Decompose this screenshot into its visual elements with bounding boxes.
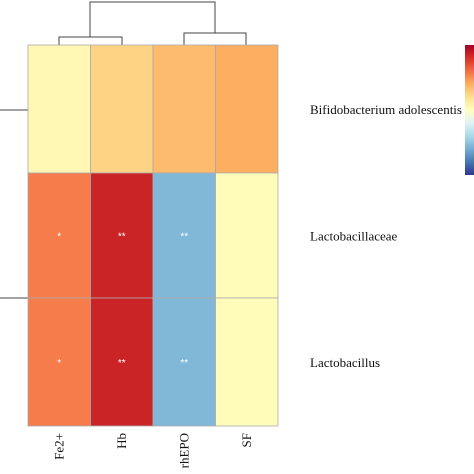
column-label: Fe2+	[51, 433, 66, 460]
column-labels: Fe2+ Hb rhEPO SF	[51, 433, 254, 468]
heatmap-cell	[152, 44, 216, 174]
heatmap-cell	[27, 297, 91, 427]
column-label: Hb	[114, 433, 129, 449]
heatmap-cell	[27, 172, 91, 299]
row-dendrogram	[0, 109, 28, 299]
heatmap-cells	[27, 44, 279, 427]
significance-mark: **	[180, 232, 188, 243]
heatmap-cell	[215, 44, 279, 174]
heatmap-cell	[152, 297, 216, 427]
col-dendro-root	[89, 1, 216, 37]
column-label: SF	[239, 433, 254, 447]
row-label: Bifidobacterium adolescentis	[310, 102, 462, 117]
significance-mark: **	[118, 232, 126, 243]
heatmap-cell	[215, 172, 279, 299]
color-legend-bar	[465, 45, 474, 175]
col-dendro-pair-right	[183, 32, 247, 45]
significance-mark: *	[57, 358, 61, 369]
significance-marks: * ** *** ** **	[57, 232, 188, 370]
row-label: Lactobacillaceae	[310, 229, 398, 244]
heatmap-cell	[215, 297, 279, 427]
column-dendrogram	[58, 1, 247, 45]
heatmap-cell	[90, 44, 154, 174]
significance-mark: **	[118, 358, 126, 369]
heatmap-cell	[152, 172, 216, 299]
heatmap-cell	[90, 172, 154, 299]
row-label: Lactobacillus	[310, 355, 380, 370]
significance-mark: *	[57, 232, 61, 243]
significance-mark: **	[180, 358, 188, 369]
column-label: rhEPO	[176, 433, 191, 468]
row-labels: Bifidobacterium adolescentis Lactobacilla…	[310, 102, 462, 370]
heatmap-cell	[27, 44, 91, 174]
col-dendro-pair-left	[58, 36, 123, 45]
